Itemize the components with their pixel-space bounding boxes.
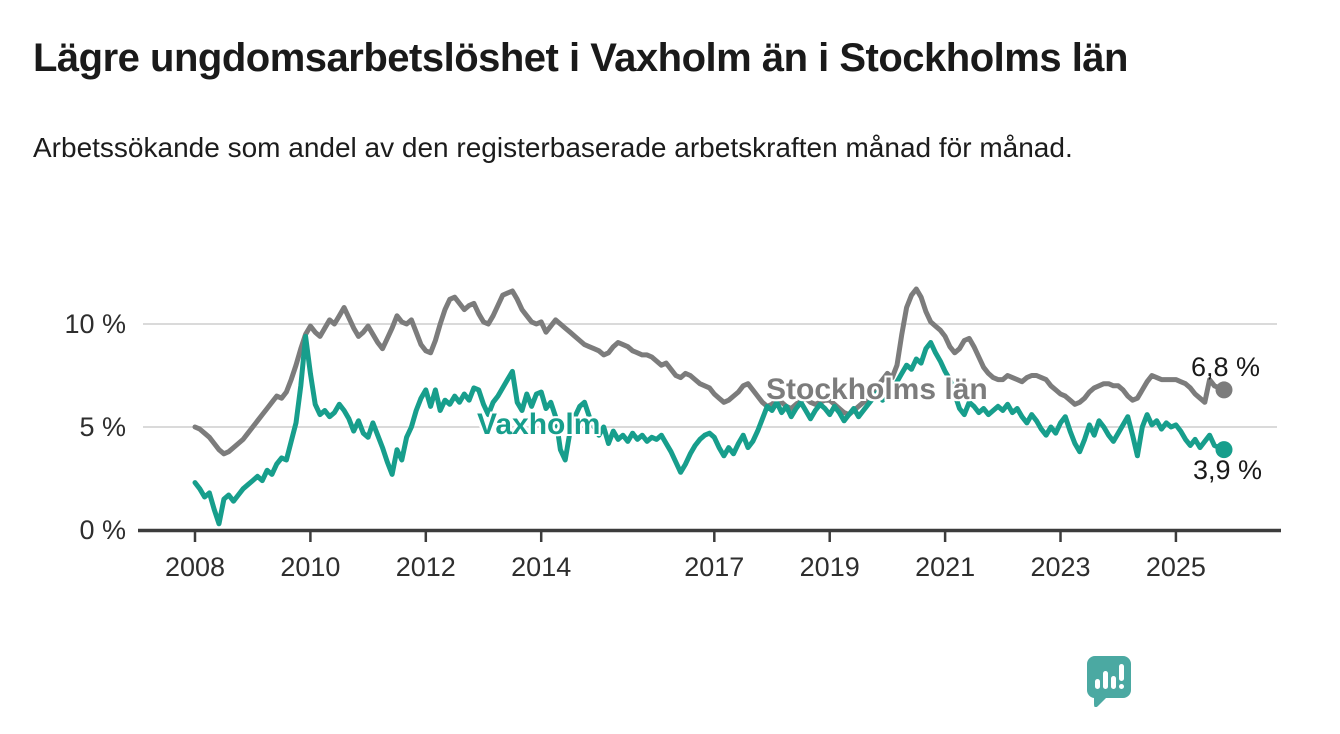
y-tick-label-5: 5 % [79,412,126,442]
exclamation-dot [1119,684,1124,689]
speech-bubble-shape [1086,656,1131,707]
exclamation-bar [1119,664,1124,681]
x-tick-label-2025: 2025 [1145,552,1206,582]
x-tick-label-2008: 2008 [164,552,226,582]
x-tick-label-2010: 2010 [280,552,341,582]
x-tick-label-2023: 2023 [1030,552,1091,582]
x-axis-ticks [193,532,1178,542]
series-label-vaxholm: Vaxholm [477,408,601,441]
y-tick-label-10: 10 % [64,309,126,339]
newsworthy-logo-icon [1086,656,1131,707]
x-tick-label-2014: 2014 [511,552,572,582]
line-stockholms-lan [192,286,1227,457]
bar-1 [1095,679,1100,689]
chart-subtitle: Arbetssökande som andel av den registerb… [33,132,1073,163]
x-tick-label-2019: 2019 [799,552,860,582]
end-value-label-vaxholm: 3,9 % [1192,455,1262,485]
bar-2 [1103,671,1108,689]
line-vaxholm [192,333,1227,527]
bar-3 [1111,676,1116,689]
end-dot-vaxholm [1215,441,1233,459]
newsworthy-logo: Newsworthy [1086,655,1132,707]
y-tick-label-0: 0 % [79,515,126,545]
series-lines [192,286,1227,527]
page-title: Lägre ungdomsarbetslöshet i Vaxholm än i… [33,36,1128,80]
x-tick-label-2017: 2017 [684,552,745,582]
series-end-dots [1215,381,1233,459]
series-label-stockholms-lan: Stockholms län [766,373,988,406]
x-tick-label-2012: 2012 [395,552,456,582]
end-dot-stockholms-lan [1215,381,1233,399]
x-tick-label-2021: 2021 [915,552,976,582]
end-value-label-stockholm: 6,8 % [1190,352,1260,382]
